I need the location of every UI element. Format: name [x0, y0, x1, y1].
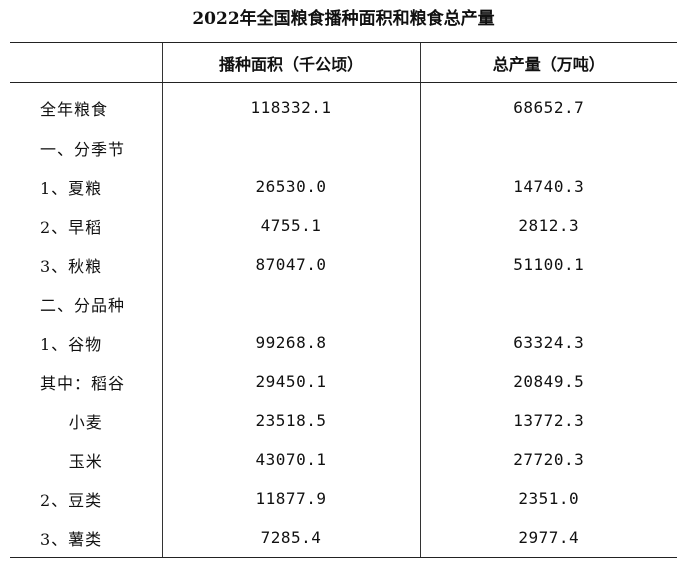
- row-label: 1、谷物: [40, 334, 103, 354]
- sown-area-cell: 7285.4: [161, 518, 420, 558]
- row-label: 2、豆类: [40, 490, 103, 510]
- row-label: 一、分季节: [40, 139, 126, 159]
- sown-area-cell: 26530.0: [161, 167, 420, 206]
- sown-area-cell: 118332.1: [161, 82, 420, 128]
- table-row: 2、豆类 11877.9 2351.0: [10, 479, 677, 518]
- table-row: 3、薯类 7285.4 2977.4: [10, 518, 677, 558]
- row-label: 3、秋粮: [40, 256, 103, 276]
- row-label: 1、夏粮: [40, 178, 103, 198]
- header-row: 播种面积（千公顷） 总产量（万吨）: [10, 42, 677, 83]
- total-output-cell: 13772.3: [419, 401, 677, 440]
- total-output-cell: 63324.3: [419, 323, 677, 362]
- sown-area-cell: 87047.0: [161, 245, 420, 284]
- table-title: 2022年全国粮食播种面积和粮食总产量: [192, 9, 495, 29]
- sown-area-cell: 29450.1: [161, 362, 420, 401]
- sown-area-cell: 99268.8: [161, 323, 420, 362]
- total-output-cell: [419, 128, 677, 167]
- table-row: 2、早稻 4755.1 2812.3: [10, 206, 677, 245]
- row-label: 玉米: [68, 451, 103, 471]
- header-blank: [10, 42, 162, 83]
- sown-area-cell: 11877.9: [161, 479, 420, 518]
- header-total-output: 总产量（万吨）: [419, 42, 677, 83]
- sown-area-cell: 4755.1: [161, 206, 420, 245]
- table-row: 小麦 23518.5 13772.3: [10, 401, 677, 440]
- total-output-cell: [419, 284, 677, 323]
- row-label: 二、分品种: [40, 295, 126, 315]
- row-label: 其中：稻谷: [40, 373, 126, 393]
- row-label: 2、早稻: [40, 217, 103, 237]
- table-row: 3、秋粮 87047.0 51100.1: [10, 245, 677, 284]
- sown-area-cell: [161, 128, 420, 167]
- table-row: 其中：稻谷 29450.1 20849.5: [10, 362, 677, 401]
- total-output-cell: 68652.7: [419, 82, 677, 128]
- sown-area-cell: 23518.5: [161, 401, 420, 440]
- sown-area-cell: [161, 284, 420, 323]
- total-output-cell: 2351.0: [419, 479, 677, 518]
- total-output-cell: 51100.1: [419, 245, 677, 284]
- total-output-cell: 27720.3: [419, 440, 677, 479]
- total-output-cell: 14740.3: [419, 167, 677, 206]
- table-row: 玉米 43070.1 27720.3: [10, 440, 677, 479]
- header-sown-area: 播种面积（千公顷）: [161, 42, 420, 83]
- total-output-cell: 2812.3: [419, 206, 677, 245]
- table-row: 1、夏粮 26530.0 14740.3: [10, 167, 677, 206]
- table-row: 1、谷物 99268.8 63324.3: [10, 323, 677, 362]
- row-label: 小麦: [68, 412, 103, 432]
- total-output-cell: 20849.5: [419, 362, 677, 401]
- table-row: 全年粮食 118332.1 68652.7: [10, 82, 677, 128]
- sown-area-cell: 43070.1: [161, 440, 420, 479]
- grain-statistics-table: 播种面积（千公顷） 总产量（万吨） 全年粮食 118332.1 68652.7 …: [10, 42, 677, 558]
- table-row: 一、分季节: [10, 128, 677, 167]
- row-label: 全年粮食: [40, 99, 109, 119]
- table-row: 二、分品种: [10, 284, 677, 323]
- row-label: 3、薯类: [10, 518, 162, 558]
- total-output-cell: 2977.4: [419, 518, 677, 558]
